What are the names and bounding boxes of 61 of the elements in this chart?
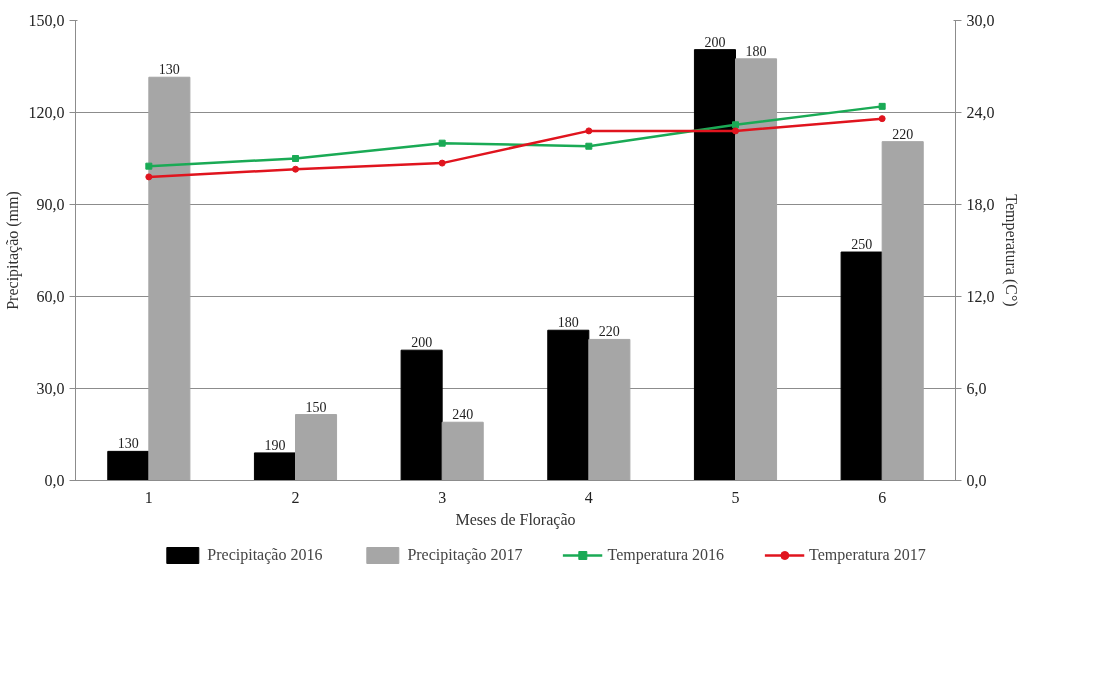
legend-label: Temperatura 2017: [809, 546, 926, 564]
point: [585, 142, 593, 150]
annotation: 190: [264, 437, 286, 453]
annotation: 220: [892, 126, 914, 142]
y-tick-label: 30,0: [36, 380, 65, 397]
x-tick-label: 1: [144, 488, 153, 506]
annotation: 130: [158, 62, 180, 78]
point: [732, 121, 739, 129]
point: [292, 165, 299, 173]
point: [878, 102, 886, 110]
y-axis-title: Precipitação (mm): [3, 191, 22, 310]
y-tick-label: 90,0: [36, 196, 65, 213]
point: [438, 139, 446, 147]
bar: [295, 414, 338, 481]
legend-label: Temperatura 2016: [607, 546, 725, 564]
bar: [441, 421, 484, 481]
legend-label: Precipitação 2017: [407, 546, 523, 564]
x-tick-label: 5: [731, 488, 740, 506]
y2-tick-label: 30,0: [966, 12, 995, 29]
point: [145, 162, 153, 170]
legend-label: Precipitação 2016: [207, 546, 323, 564]
annotation: 240: [452, 407, 474, 423]
x-tick-label: 2: [291, 488, 300, 506]
y2-tick-label: 24,0: [966, 104, 995, 121]
bar: [400, 349, 443, 481]
point: [878, 115, 886, 123]
y-tick-label: 150,0: [28, 12, 65, 29]
bar: [107, 450, 150, 481]
y2-tick-label: 12,0: [966, 288, 995, 305]
point: [438, 159, 446, 167]
annotation: 130: [117, 436, 139, 452]
annotation: 250: [851, 237, 873, 253]
point: [585, 127, 593, 135]
point: [145, 173, 153, 181]
point: [732, 127, 739, 135]
y2-tick-label: 18,0: [966, 196, 995, 213]
annotation: 150: [305, 399, 327, 415]
bar: [693, 49, 736, 481]
x-tick-label: 4: [584, 488, 593, 506]
bar: [735, 58, 778, 481]
bar: [253, 452, 296, 481]
y2-axis-title: Temperatura (C°): [1001, 194, 1020, 307]
y2-tick-label: 6,0: [966, 380, 987, 397]
x-tick-label: 3: [438, 488, 447, 506]
annotation: 200: [411, 335, 433, 351]
x-axis-title: Meses de Floração: [455, 510, 576, 529]
y-tick-label: 0,0: [44, 472, 65, 489]
bar: [148, 76, 191, 481]
y-tick-label: 60,0: [36, 288, 65, 305]
y-tick-label: 120,0: [28, 104, 65, 121]
y2-tick-label: 0,0: [966, 472, 987, 489]
bar: [840, 251, 883, 481]
annotation: 180: [745, 43, 767, 59]
annotation: 220: [598, 324, 620, 340]
point: [292, 155, 299, 162]
bar: [547, 329, 590, 481]
annotation: 180: [557, 315, 579, 331]
x-tick-label: 6: [878, 488, 887, 506]
bar: [588, 338, 631, 481]
bar: [881, 141, 924, 481]
annotation: 200: [704, 34, 726, 50]
